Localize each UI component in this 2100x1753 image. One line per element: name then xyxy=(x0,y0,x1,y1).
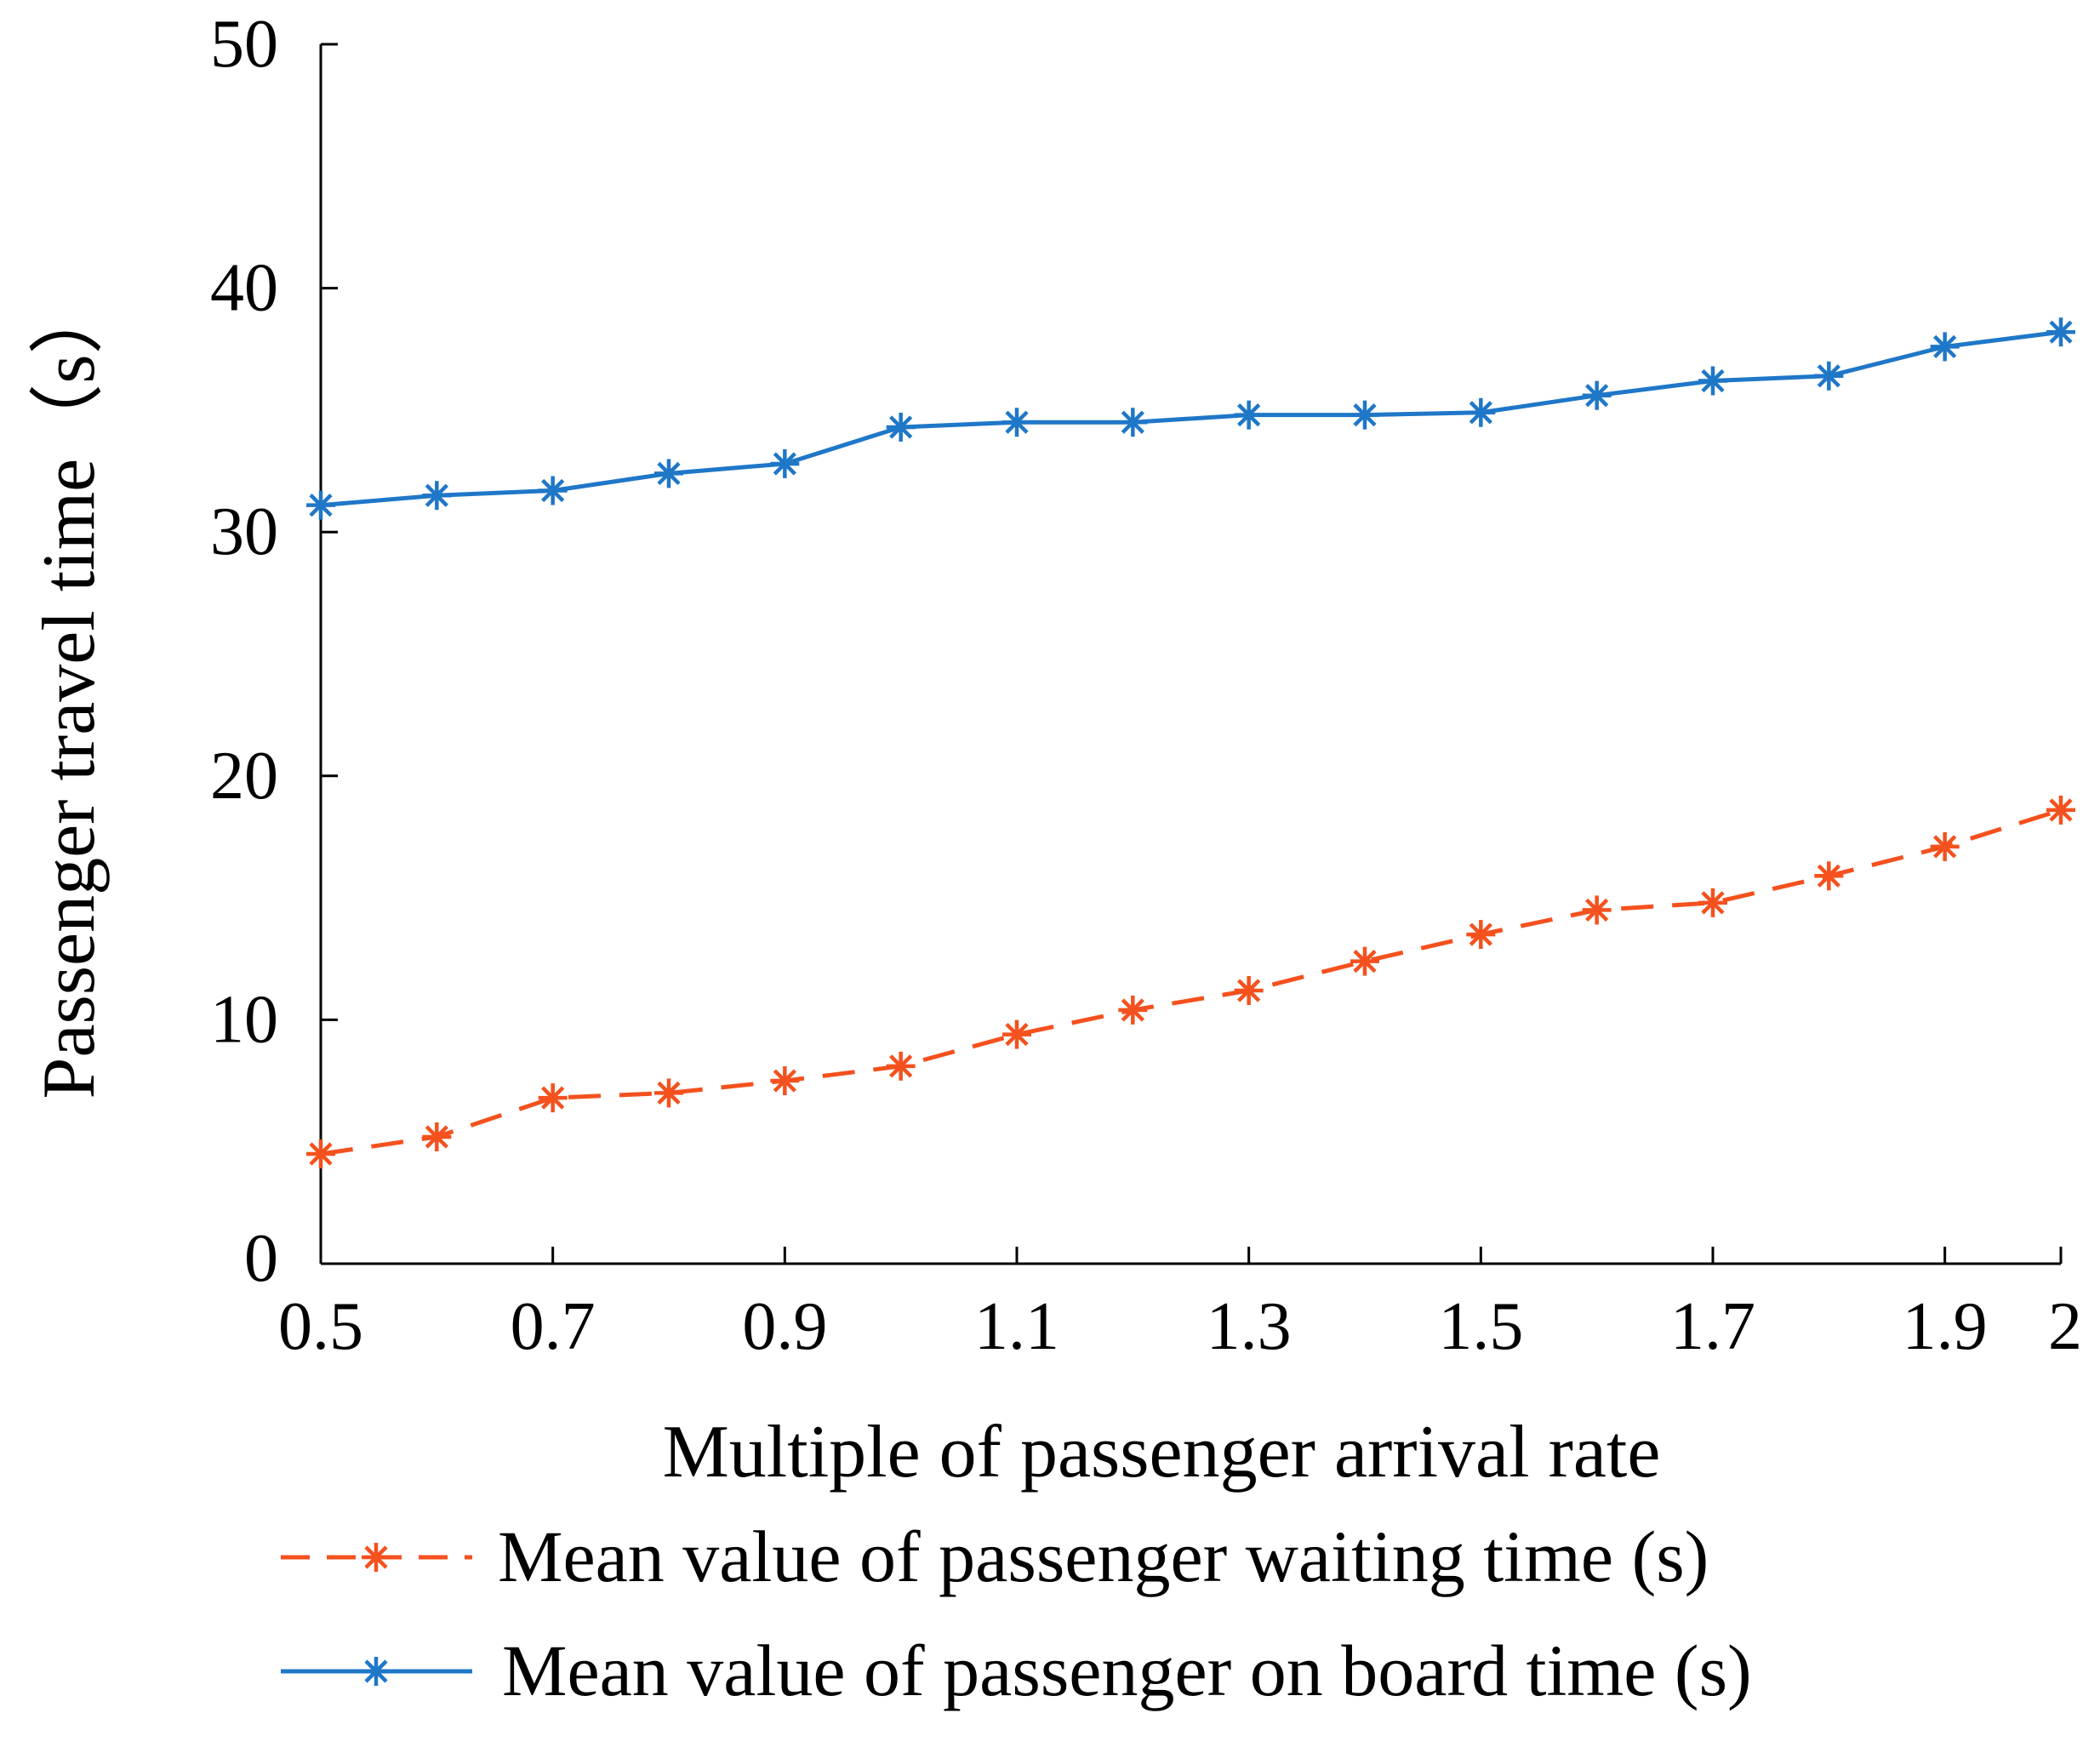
x-axis-label: Multiple of passenger arrival rate xyxy=(663,1411,1661,1493)
x-tick-label: 1.1 xyxy=(974,1289,1059,1364)
data-point xyxy=(1698,366,1727,396)
data-point xyxy=(422,481,452,511)
data-point xyxy=(770,448,800,478)
data-point xyxy=(1234,400,1264,430)
series-onboard-time xyxy=(306,317,2075,520)
data-point xyxy=(1814,861,1844,891)
data-point xyxy=(770,1066,800,1096)
data-point xyxy=(1234,976,1264,1006)
y-tick-label: 40 xyxy=(210,251,278,326)
x-tick-label: 2 xyxy=(2048,1289,2082,1364)
legend: Mean value of passenger waiting time (s)… xyxy=(281,1516,1752,1711)
data-point xyxy=(1118,408,1148,437)
data-point xyxy=(1582,895,1612,925)
series xyxy=(306,317,2075,1169)
data-point xyxy=(306,490,335,520)
y-tick-label: 30 xyxy=(210,494,278,569)
x-tick-label: 1.9 xyxy=(1903,1289,1988,1364)
data-point xyxy=(1118,995,1148,1025)
data-point xyxy=(2046,795,2075,825)
y-tick-label: 0 xyxy=(244,1221,278,1296)
y-axis-label: Passenger travel time（s） xyxy=(28,280,111,1099)
data-point xyxy=(422,1122,452,1151)
x-tick-label: 0.7 xyxy=(511,1289,596,1364)
data-point xyxy=(1582,380,1612,410)
data-point xyxy=(1466,920,1496,950)
legend-marker xyxy=(362,1543,391,1572)
data-point xyxy=(2046,317,2075,347)
data-point xyxy=(1466,397,1496,427)
data-point xyxy=(1350,400,1379,430)
y-tick-label: 10 xyxy=(210,982,278,1057)
data-point xyxy=(654,459,683,488)
data-point xyxy=(654,1078,683,1108)
legend-marker xyxy=(362,1657,391,1686)
series-line xyxy=(320,808,2062,1156)
y-tick-label: 50 xyxy=(210,7,278,82)
data-point xyxy=(1002,408,1031,437)
legend-label-onboard: Mean value of passenger on board time (s… xyxy=(502,1630,1752,1711)
data-point xyxy=(1350,946,1379,976)
data-point xyxy=(886,412,916,442)
axes xyxy=(319,44,2061,1265)
x-tick-label: 0.5 xyxy=(278,1289,363,1364)
data-point xyxy=(886,1051,916,1081)
data-point xyxy=(1002,1019,1031,1049)
series-waiting-time xyxy=(306,795,2075,1169)
y-tick-label: 20 xyxy=(210,739,278,814)
x-tick-label: 1.5 xyxy=(1438,1289,1523,1364)
x-tick-label: 0.9 xyxy=(742,1289,827,1364)
data-point xyxy=(1930,831,1960,861)
data-point xyxy=(1930,332,1960,362)
x-tick-label: 1.7 xyxy=(1670,1289,1755,1364)
legend-label-waiting: Mean value of passenger waiting time (s) xyxy=(498,1516,1709,1597)
data-point xyxy=(538,1083,568,1113)
series-line xyxy=(320,329,2062,508)
data-point xyxy=(538,476,568,505)
ticks: 0 10 20 30 40 50 0.5 0.7 0.9 1.1 1.3 1.5 1.7 1.9 2 xyxy=(210,7,2082,1364)
data-point xyxy=(1698,888,1727,917)
data-point xyxy=(306,1139,335,1169)
x-tick-label: 1.3 xyxy=(1207,1289,1292,1364)
data-point xyxy=(1814,361,1844,391)
